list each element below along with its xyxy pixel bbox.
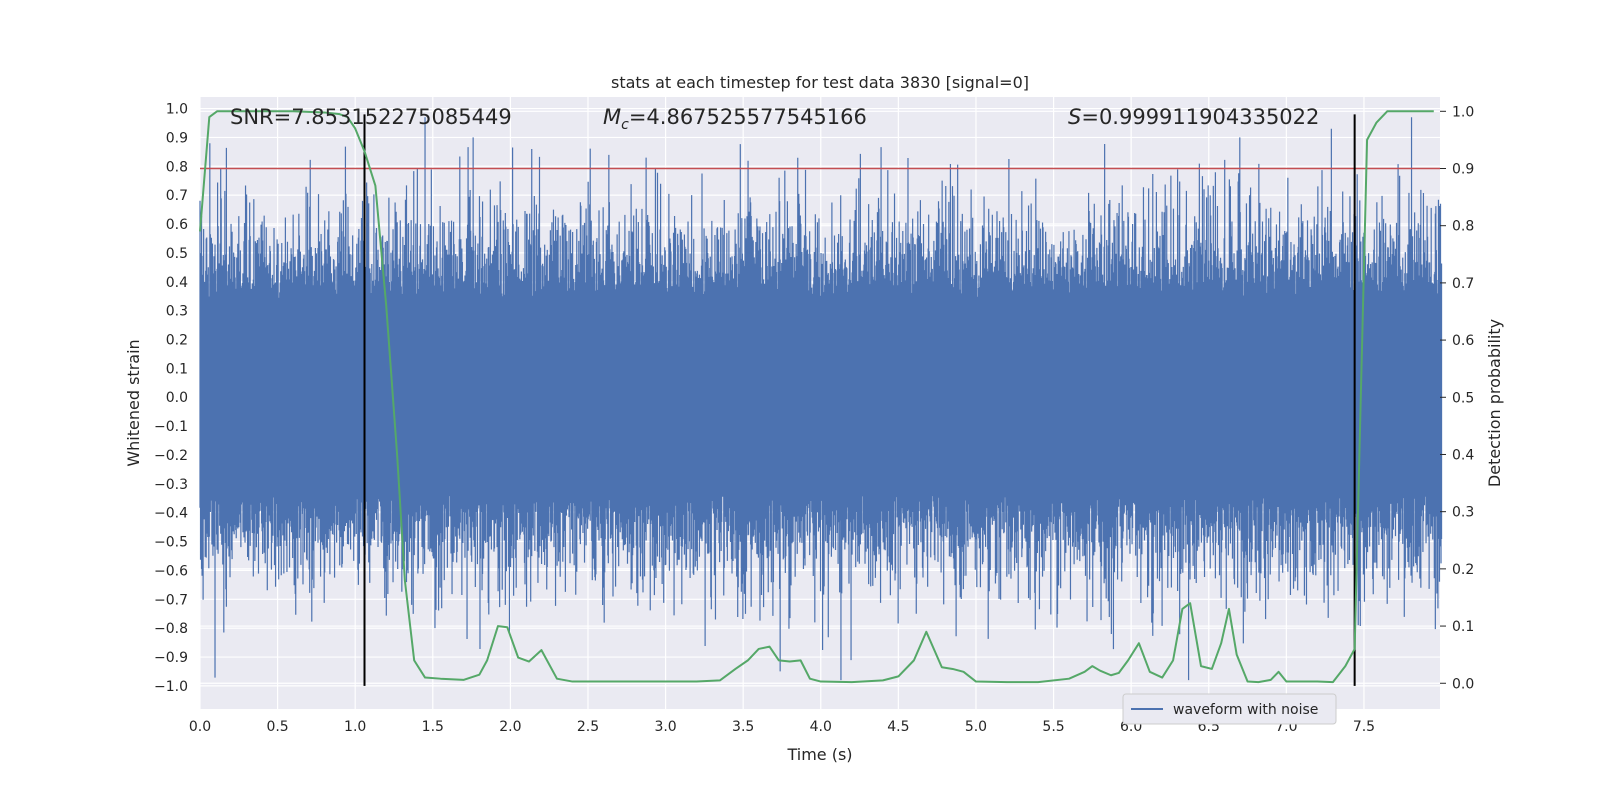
y-left-tick-label: 1.0 — [166, 102, 188, 118]
y-right-tick-label: 0.6 — [1452, 333, 1474, 349]
y-right-tick-label: 1.0 — [1452, 104, 1474, 120]
y-left-tick-label: −0.9 — [154, 650, 188, 666]
x-tick-label: 4.5 — [887, 719, 909, 735]
detection-probability-line — [199, 110, 1434, 684]
y-left-tick-label: 0.0 — [166, 390, 188, 406]
chirp-mass-annotation: Mc=4.867525577545166 — [603, 105, 867, 133]
y-left-tick-label: 0.2 — [166, 332, 188, 348]
x-tick-label: 4.0 — [810, 719, 832, 735]
x-tick-label: 3.5 — [732, 719, 754, 735]
y-left-tick-label: −0.3 — [154, 477, 188, 493]
y-left-tick-label: −0.6 — [154, 563, 188, 579]
y-left-tick-label: 0.5 — [166, 246, 188, 262]
y-left-tick-label: 0.7 — [166, 188, 188, 204]
legend-label: waveform with noise — [1173, 702, 1318, 718]
x-tick-label: 5.5 — [1042, 719, 1064, 735]
x-tick-label: 2.0 — [499, 719, 521, 735]
x-tick-label: 5.0 — [965, 719, 987, 735]
y-left-tick-label: 0.3 — [166, 304, 188, 320]
x-tick-label: 3.0 — [654, 719, 676, 735]
y-left-tick-label: 0.9 — [166, 130, 188, 146]
chirp-mass-subscript: c — [621, 117, 629, 133]
y-right-tick-label: 0.2 — [1452, 562, 1474, 578]
y-axis-left-label: Whitened strain — [124, 339, 143, 466]
y-axis-right-label: Detection probability — [1485, 319, 1504, 487]
y-right-tick-label: 0.9 — [1452, 161, 1474, 177]
y-right-tick-label: 0.5 — [1452, 390, 1474, 406]
score-symbol: S — [1068, 105, 1081, 129]
x-tick-label: 1.0 — [344, 719, 366, 735]
x-tick-label: 7.5 — [1353, 719, 1375, 735]
waveform-with-noise-series — [199, 117, 1443, 681]
chirp-mass-value: =4.867525577545166 — [629, 105, 867, 129]
x-tick-label: 0.0 — [189, 719, 211, 735]
x-tick-label: 2.5 — [577, 719, 599, 735]
legend[interactable]: waveform with noise — [1122, 693, 1337, 725]
y-right-tick-label: 0.3 — [1452, 505, 1474, 521]
overlays — [199, 110, 1440, 686]
axes-text: 0.0 0.5 1.0 1.5 2.0 2.5 3.0 3.5 4.0 4.5 5.0 5.5 6.0 6… — [154, 102, 1474, 735]
score-value: =0.999911904335022 — [1081, 105, 1319, 129]
y-right-tick-label: 0.0 — [1452, 676, 1474, 692]
y-left-tick-label: 0.6 — [166, 217, 188, 233]
score-annotation: S=0.999911904335022 — [1068, 105, 1319, 129]
y-left-tick-label: −0.1 — [154, 419, 188, 435]
x-tick-label: 0.5 — [266, 719, 288, 735]
y-right-tick-label: 0.7 — [1452, 276, 1474, 292]
y-left-tick-label: −0.5 — [154, 535, 188, 551]
y-left-tick-label: −0.8 — [154, 621, 188, 637]
y-right-tick-label: 0.8 — [1452, 219, 1474, 235]
y-left-tick-label: 0.4 — [166, 275, 188, 291]
legend-box — [1122, 693, 1337, 725]
y-left-tick-label: −0.4 — [154, 506, 188, 522]
x-tick-label: 1.5 — [422, 719, 444, 735]
waveform-with-noise-line — [199, 117, 1443, 681]
chart-title: stats at each timestep for test data 383… — [611, 73, 1029, 92]
y-right-tick-label: 0.1 — [1452, 619, 1474, 635]
chirp-mass-symbol: M — [603, 105, 621, 129]
y-left-tick-label: −0.2 — [154, 448, 188, 464]
y-left-tick-label: −0.7 — [154, 592, 188, 608]
y-left-tick-label: 0.8 — [166, 159, 188, 175]
snr-annotation: SNR=7.853152275085449 — [230, 105, 512, 129]
y-left-tick-label: 0.1 — [166, 361, 188, 377]
y-right-tick-label: 0.4 — [1452, 447, 1474, 463]
y-left-tick-label: −1.0 — [154, 679, 188, 695]
x-axis-label: Time (s) — [786, 745, 852, 764]
